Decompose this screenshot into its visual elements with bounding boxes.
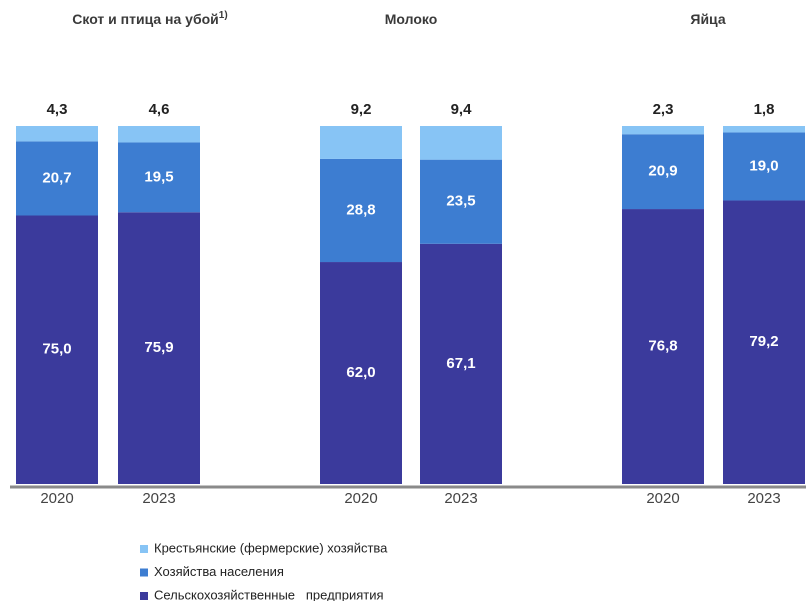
chart-title: Яйца [690, 11, 725, 27]
legend-label: Крестьянские (фермерские) хозяйства [154, 540, 388, 555]
bar-segment [320, 126, 402, 159]
bar-segment [16, 126, 98, 142]
value-label: 67,1 [446, 355, 475, 372]
chart-title: Скот и птица на убой1) [72, 10, 227, 27]
legend-swatch [140, 568, 148, 577]
value-label: 9,2 [351, 101, 372, 118]
value-label: 28,8 [346, 201, 375, 218]
chart-title: Молоко [385, 11, 438, 27]
bar-segment [420, 126, 502, 160]
bar-segment [420, 243, 502, 484]
bar-segment [118, 126, 200, 143]
value-label: 23,5 [446, 193, 475, 210]
legend-label: Хозяйства населения [154, 564, 284, 579]
title-note: 1) [219, 10, 228, 21]
bar-segment [622, 126, 704, 135]
legend-label: Сельскохозяйственные предприятия [154, 587, 384, 601]
value-label: 75,0 [42, 341, 71, 358]
bar-segment [420, 159, 502, 244]
value-label: 19,0 [749, 157, 778, 174]
value-label: 4,3 [47, 101, 68, 118]
value-label: 4,6 [149, 101, 170, 118]
bar-segment [118, 142, 200, 213]
x-tick-label: 2023 [142, 490, 175, 507]
bar-segment [16, 215, 98, 484]
value-label: 19,5 [144, 168, 173, 185]
bar-segment [723, 132, 805, 201]
bar-segment [118, 212, 200, 484]
value-label: 79,2 [749, 333, 778, 350]
bar-segment [723, 200, 805, 485]
bar-segment [320, 262, 402, 484]
value-label: 62,0 [346, 364, 375, 381]
bar-segment [16, 141, 98, 216]
x-tick-label: 2023 [747, 490, 780, 507]
bar-segment [622, 134, 704, 210]
x-tick-label: 2023 [444, 490, 477, 507]
bar-segment [723, 126, 805, 133]
value-label: 2,3 [653, 101, 674, 118]
title-text: Яйца [690, 11, 725, 27]
x-tick-label: 2020 [40, 490, 73, 507]
value-label: 9,4 [451, 101, 473, 118]
title-text: Скот и птица на убой [72, 11, 218, 27]
value-label: 20,9 [648, 163, 677, 180]
legend-swatch [140, 592, 148, 600]
title-text: Молоко [385, 11, 438, 27]
value-label: 75,9 [144, 339, 173, 356]
bar-segment [622, 209, 704, 484]
value-label: 20,7 [42, 169, 71, 186]
bar-segment [320, 158, 402, 263]
value-label: 1,8 [754, 101, 775, 118]
x-tick-label: 2020 [344, 490, 377, 507]
value-label: 76,8 [648, 337, 677, 354]
x-tick-label: 2020 [646, 490, 679, 507]
legend-swatch [140, 545, 148, 553]
